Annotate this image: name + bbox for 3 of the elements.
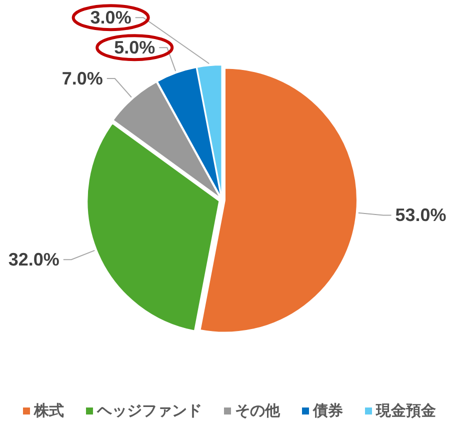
legend-label: 債券 [312,402,343,420]
legend-label: その他 [235,402,281,420]
legend-label: 株式 [33,402,64,420]
